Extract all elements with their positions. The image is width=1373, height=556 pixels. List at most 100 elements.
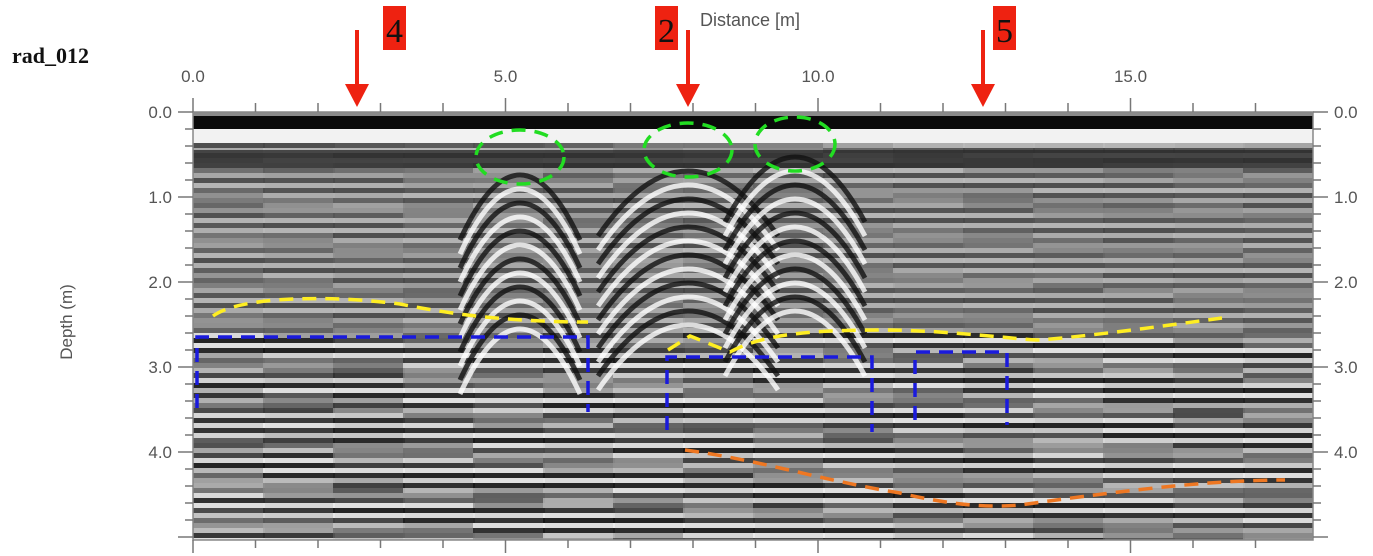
texture [403,278,475,283]
texture [683,348,755,353]
hyperbola [595,322,781,392]
texture [1243,253,1313,258]
texture [683,208,755,213]
texture [893,528,965,533]
texture [403,268,475,273]
texture [263,528,335,533]
hyperbola [722,196,868,266]
texture [893,168,965,173]
texture [683,483,755,488]
texture [333,533,405,538]
texture [893,173,965,178]
texture [263,458,335,463]
texture [333,228,405,233]
texture [263,338,335,343]
texture [963,523,1035,528]
blue-zone [195,335,590,412]
texture [1173,488,1245,493]
texture [1243,318,1313,323]
texture [613,463,685,468]
texture [1103,343,1175,348]
texture [333,233,405,238]
texture [753,288,825,293]
texture [1033,288,1105,293]
texture [193,303,265,308]
hyperbola [457,284,583,354]
texture [1243,178,1313,183]
texture [613,388,685,393]
texture [403,508,475,513]
texture [403,398,475,403]
texture [963,488,1035,493]
texture [193,328,265,333]
texture [1173,233,1245,238]
texture [1173,448,1245,453]
hyperbola [457,256,583,326]
y-tick-label: 0.0 [148,103,172,122]
texture [333,468,405,473]
texture [193,348,265,353]
texture [1173,173,1245,178]
texture [963,333,1035,338]
texture [1033,428,1105,433]
texture [403,363,475,368]
texture [823,513,895,518]
texture [543,423,615,428]
texture [893,273,965,278]
texture [613,373,685,378]
texture [473,298,545,303]
texture [613,413,685,418]
texture [753,368,825,373]
texture [263,228,335,233]
texture [1033,358,1105,363]
texture [403,198,475,203]
texture [1173,213,1245,218]
texture [473,478,545,483]
texture [543,353,615,358]
texture [473,483,545,488]
texture [1033,283,1105,288]
texture [1173,303,1245,308]
texture [263,303,335,308]
texture [963,343,1035,348]
texture [1033,228,1105,233]
texture [403,418,475,423]
texture [543,488,615,493]
texture [1103,393,1175,398]
texture [683,343,755,348]
texture [543,143,615,148]
texture [473,143,545,148]
texture [1033,298,1105,303]
texture [613,218,685,223]
texture [893,288,965,293]
texture [613,353,685,358]
texture [613,518,685,523]
texture [403,193,475,198]
texture [1103,218,1175,223]
texture [403,273,475,278]
texture [263,363,335,368]
texture [193,298,265,303]
texture [823,168,895,173]
texture [193,203,265,208]
texture [1173,338,1245,343]
texture [1173,328,1245,333]
texture [1033,233,1105,238]
texture [1103,373,1175,378]
texture [473,183,545,188]
texture [403,368,475,373]
hyperbola [722,252,868,322]
texture [263,298,335,303]
texture [753,303,825,308]
texture [893,493,965,498]
marker-label: 2 [658,13,675,50]
texture [403,343,475,348]
texture [1103,418,1175,423]
texture [893,143,965,148]
texture [193,483,265,488]
texture [263,248,335,253]
texture [1173,528,1245,533]
texture [823,438,895,443]
texture [683,473,755,478]
texture [753,478,825,483]
